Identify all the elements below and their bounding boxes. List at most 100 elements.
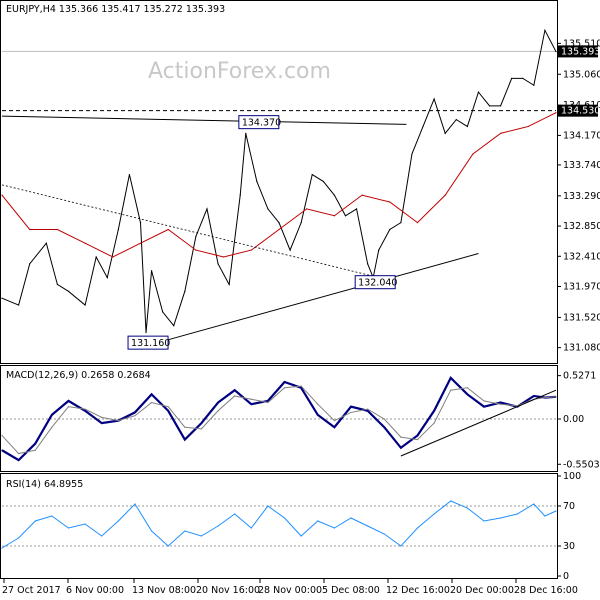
signal-point — [200, 428, 203, 430]
signal-point — [150, 401, 153, 404]
moving-average-point — [167, 228, 169, 231]
x-axis: 27 Oct 2017 6 Nov 00:00 13 Nov 08:00 20 Nov… — [2, 579, 578, 596]
price-point — [95, 256, 97, 258]
moving-average-point — [500, 132, 502, 134]
y-tick-label: 131.520 — [563, 312, 600, 323]
macd-point — [500, 401, 502, 404]
signal-point — [250, 398, 252, 400]
macd-point — [250, 403, 252, 405]
price-point — [300, 222, 302, 224]
moving-average-point — [112, 256, 114, 258]
moving-average-point — [1, 194, 3, 196]
macd-y-axis: 0.5271 0.00 -0.5503 — [557, 371, 600, 470]
macd-point — [400, 447, 402, 449]
rsi-point — [317, 520, 319, 522]
y-tick-label: 100 — [563, 471, 581, 482]
rsi-point — [300, 535, 302, 537]
signal-point — [117, 420, 119, 422]
moving-average-point — [306, 208, 308, 210]
moving-average-point — [361, 194, 363, 196]
price-point — [145, 331, 147, 334]
moving-average-point — [29, 228, 31, 231]
price-point — [1, 297, 3, 299]
signal-point — [333, 420, 335, 422]
signal-point — [34, 449, 36, 451]
signal-point — [101, 416, 103, 418]
macd-point — [150, 393, 153, 395]
moving-average-point — [223, 256, 225, 258]
macd-point — [84, 410, 86, 412]
rsi-point — [217, 525, 219, 527]
price-point — [217, 263, 219, 265]
price-point — [444, 132, 446, 134]
signal-point — [167, 406, 169, 408]
trendline — [156, 253, 479, 344]
price-point — [466, 125, 468, 128]
price-point — [433, 98, 435, 100]
price-line — [1, 28, 557, 333]
x-tick-label: 27 Oct 2017 — [2, 585, 61, 596]
price-point — [117, 228, 119, 231]
y-tick-label: 135.060 — [563, 69, 600, 80]
y-tick-label: -0.5503 — [563, 459, 600, 470]
signal-point — [483, 400, 485, 402]
signal-point — [1, 434, 3, 437]
macd-point — [1, 449, 3, 451]
y-tick-label: 0 — [563, 571, 569, 582]
rsi-point — [1, 547, 3, 549]
annotation-label: 131.160 — [131, 338, 170, 349]
signal-point — [400, 436, 402, 438]
signal-point — [267, 401, 269, 404]
x-tick-label: 13 Nov 08:00 — [132, 585, 196, 596]
macd-point — [51, 414, 53, 416]
x-tick-label: 28 Nov 00:00 — [258, 585, 322, 596]
price-annotations: 134.370 132.040 131.160 — [127, 115, 397, 350]
x-tick-label: 12 Dec 16:00 — [386, 585, 450, 596]
macd-point — [433, 410, 435, 412]
y-tick-label: 134.170 — [563, 130, 600, 141]
moving-average-point — [527, 125, 529, 128]
annotation-box — [354, 275, 396, 290]
signal-point — [184, 426, 186, 428]
rsi-point — [167, 545, 169, 547]
signal-point — [544, 397, 546, 399]
rsi-panel-title: RSI(14) 64.8955 — [6, 479, 83, 490]
rsi-point — [51, 515, 53, 517]
x-tick-label: 28 Dec 16:00 — [514, 585, 578, 596]
price-point — [389, 228, 391, 231]
price-point — [289, 249, 291, 251]
signal-point — [217, 410, 219, 412]
macd-point — [134, 411, 136, 414]
signal-point — [383, 418, 385, 420]
price-point — [322, 180, 324, 183]
moving-average-point — [250, 249, 252, 251]
price-point — [533, 84, 535, 86]
rsi-point — [544, 515, 546, 517]
price-point — [522, 77, 524, 79]
macd-point — [350, 406, 352, 408]
price-point — [184, 290, 186, 292]
y-tick-label: 133.740 — [563, 160, 600, 171]
signal-point — [350, 411, 352, 414]
trendline — [1, 115, 407, 125]
rsi-point — [18, 537, 20, 539]
annotation-label: 132.040 — [358, 278, 397, 289]
signal-point — [500, 403, 502, 405]
price-point — [195, 235, 197, 237]
rsi-point — [350, 517, 352, 519]
macd-point — [34, 443, 36, 445]
price-point — [150, 270, 153, 272]
rsi-point — [383, 533, 385, 535]
price-point — [128, 173, 131, 176]
y-tick-label: 132.410 — [563, 251, 600, 262]
y-tick-label: 30 — [563, 541, 575, 552]
signal-point — [466, 387, 468, 389]
resistance-label-box — [558, 104, 598, 117]
price-point — [544, 29, 546, 31]
rsi-panel — [0, 473, 558, 579]
price-point — [267, 208, 269, 210]
moving-average-point — [139, 242, 142, 244]
macd-point — [234, 389, 236, 391]
price-point — [206, 208, 208, 210]
